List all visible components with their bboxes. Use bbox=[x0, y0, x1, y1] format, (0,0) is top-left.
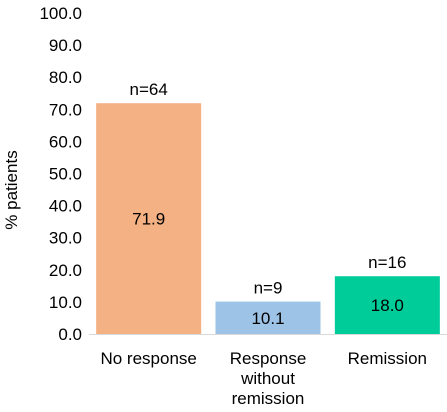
y-tick-label: 100.0 bbox=[39, 4, 82, 23]
labels: 71.9 n=64 No response 10.1 n=9 Response withou… bbox=[100, 80, 427, 408]
bar bbox=[215, 301, 321, 334]
y-axis: 0.0 10.0 20.0 30.0 40.0 50.0 60.0 70.0 80.0 90.0 1… bbox=[39, 4, 447, 344]
bar-n-label: n=9 bbox=[254, 279, 283, 298]
y-tick-label: 90.0 bbox=[49, 36, 82, 55]
bar-value-label: 71.9 bbox=[132, 210, 165, 229]
y-tick-label: 50.0 bbox=[49, 165, 82, 184]
bar bbox=[96, 103, 202, 335]
y-tick-label: 0.0 bbox=[58, 325, 82, 344]
category-label: No response bbox=[100, 349, 196, 368]
y-tick-label: 60.0 bbox=[49, 132, 82, 151]
y-tick-label: 30.0 bbox=[49, 229, 82, 248]
y-tick-label: 70.0 bbox=[49, 100, 82, 119]
bar-n-label: n=16 bbox=[368, 253, 406, 272]
bar-value-label: 10.1 bbox=[251, 309, 284, 328]
bar-value-label: 18.0 bbox=[371, 296, 404, 315]
y-axis-title: % patients bbox=[2, 150, 21, 229]
bars bbox=[96, 103, 440, 335]
category-label: Remission bbox=[348, 349, 427, 368]
y-tick-label: 20.0 bbox=[49, 261, 82, 280]
y-tick-label: 40.0 bbox=[49, 197, 82, 216]
y-tick-label: 10.0 bbox=[49, 293, 82, 312]
bar-n-label: n=64 bbox=[130, 80, 168, 99]
bar bbox=[334, 276, 440, 334]
y-tick-label: 80.0 bbox=[49, 68, 82, 87]
category-label: Response without remission bbox=[230, 349, 307, 408]
